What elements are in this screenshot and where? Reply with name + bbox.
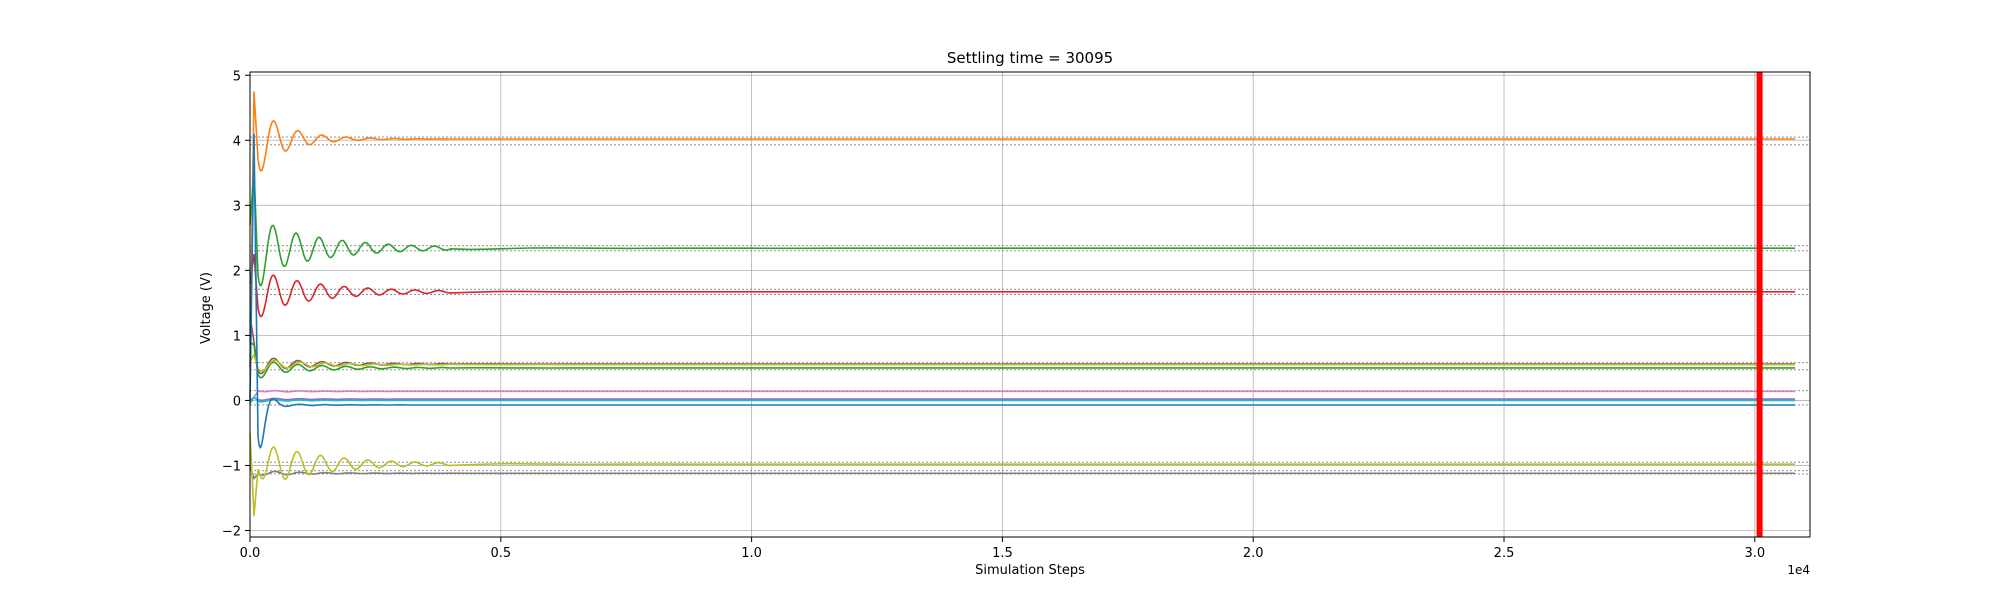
y-tick-label: 4 — [233, 134, 241, 149]
y-tick-label: 2 — [233, 264, 241, 279]
x-axis-offset-label: 1e4 — [1787, 563, 1810, 577]
x-tick-label: 2.0 — [1243, 546, 1264, 561]
y-tick-label: 1 — [233, 329, 241, 344]
series-line-5 — [249, 341, 1795, 379]
series-line-3 — [249, 253, 1795, 318]
series-line-6 — [249, 352, 1795, 373]
x-tick-label: 0.5 — [490, 546, 511, 561]
x-tick-label: 2.5 — [1494, 546, 1515, 561]
x-tick-label: 1.5 — [992, 546, 1013, 561]
x-tick-label: 1.0 — [741, 546, 762, 561]
series-line-9 — [249, 395, 1795, 405]
y-tick-label: 5 — [233, 69, 241, 84]
series-line-1 — [249, 91, 1795, 368]
y-axis-label: Voltage (V) — [199, 272, 214, 344]
series-line-2 — [249, 169, 1795, 287]
grid-lines — [249, 72, 1810, 537]
axis-ticks: 0.0 0.5 1.0 1.5 2.0 2.5 3.0 −2 −1 0 1 2 3 4 5 — [222, 69, 1765, 561]
y-tick-label: −2 — [222, 524, 241, 539]
chart-title: Settling time = 30095 — [947, 49, 1113, 67]
series-line-11 — [249, 465, 1795, 481]
y-tick-label: 0 — [233, 394, 241, 409]
y-tick-label: 3 — [233, 199, 241, 214]
series-line-8 — [249, 396, 1795, 402]
x-tick-label: 0.0 — [240, 546, 261, 561]
series-line-12 — [249, 432, 1795, 517]
reference-lines — [250, 136, 1810, 475]
series-lines — [249, 91, 1795, 517]
plot-frame — [249, 71, 1811, 538]
x-tick-label: 3.0 — [1744, 546, 1765, 561]
series-line-10 — [249, 133, 1795, 450]
series-line-7 — [249, 389, 1795, 402]
x-axis-label: Simulation Steps — [975, 563, 1085, 578]
y-tick-label: −1 — [222, 459, 241, 474]
